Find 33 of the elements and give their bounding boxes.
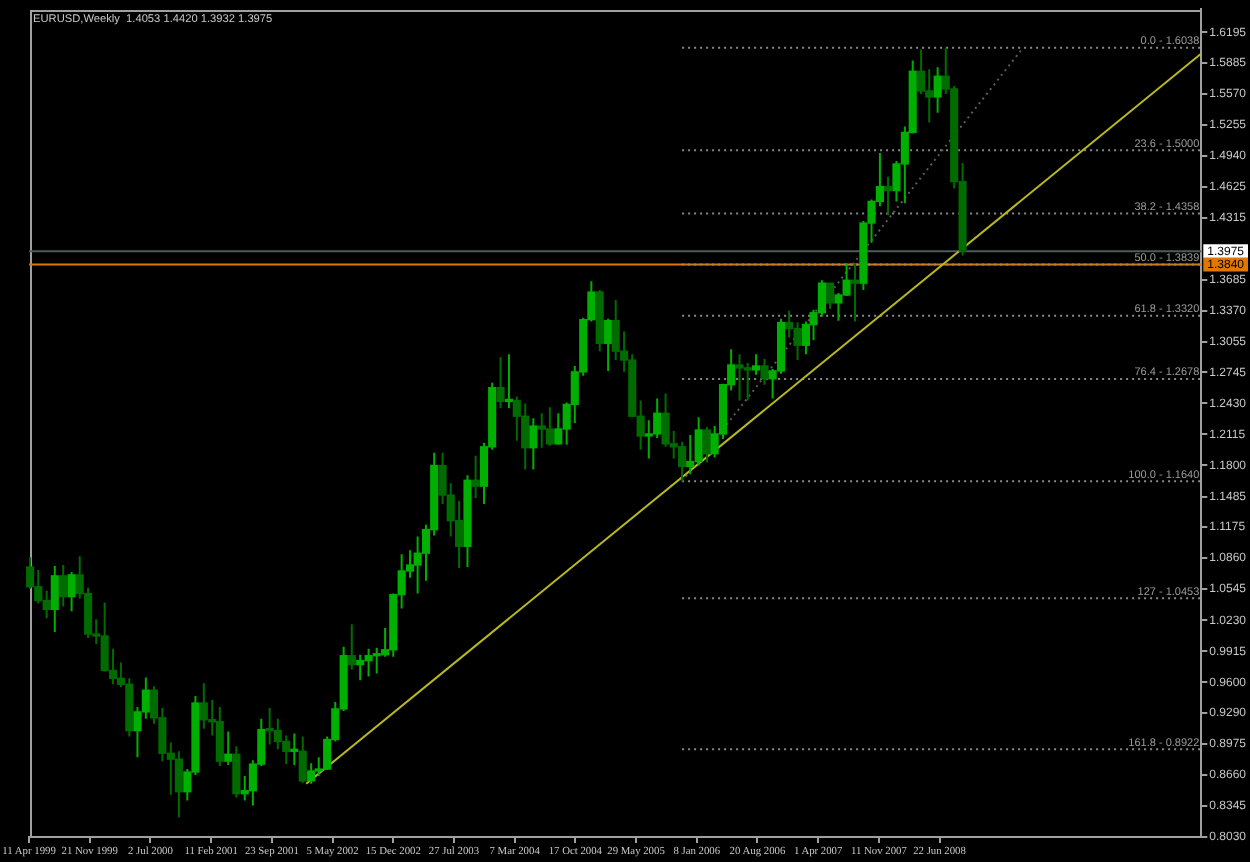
candlestick [760, 358, 769, 386]
candlestick [554, 412, 563, 445]
candlestick [463, 474, 472, 569]
candlestick [347, 623, 356, 671]
candlestick [298, 735, 307, 784]
candlestick [42, 589, 51, 620]
candlestick [702, 426, 712, 464]
candlestick [842, 262, 851, 296]
candlestick [595, 289, 604, 353]
candlestick [174, 750, 183, 819]
candlestick [224, 730, 233, 767]
candlestick [232, 745, 241, 799]
candlestick [50, 565, 59, 634]
candlestick [694, 416, 703, 467]
candlestick [604, 317, 613, 372]
candlestick [933, 66, 942, 114]
candlestick [67, 570, 76, 613]
candlestick [59, 564, 68, 608]
candlestick [471, 454, 480, 500]
candlestick [826, 282, 835, 310]
candlestick [199, 682, 208, 730]
candlestick [529, 417, 538, 471]
candlestick [537, 412, 546, 449]
candlestick [545, 406, 554, 447]
candlestick [735, 353, 744, 402]
candlestick [496, 356, 505, 410]
candlestick [364, 647, 373, 678]
candlestick [521, 402, 530, 471]
candlestick [743, 362, 752, 402]
candlestick [752, 353, 761, 376]
candlestick [215, 705, 224, 768]
candlestick [785, 309, 794, 339]
candlestick [307, 762, 316, 785]
